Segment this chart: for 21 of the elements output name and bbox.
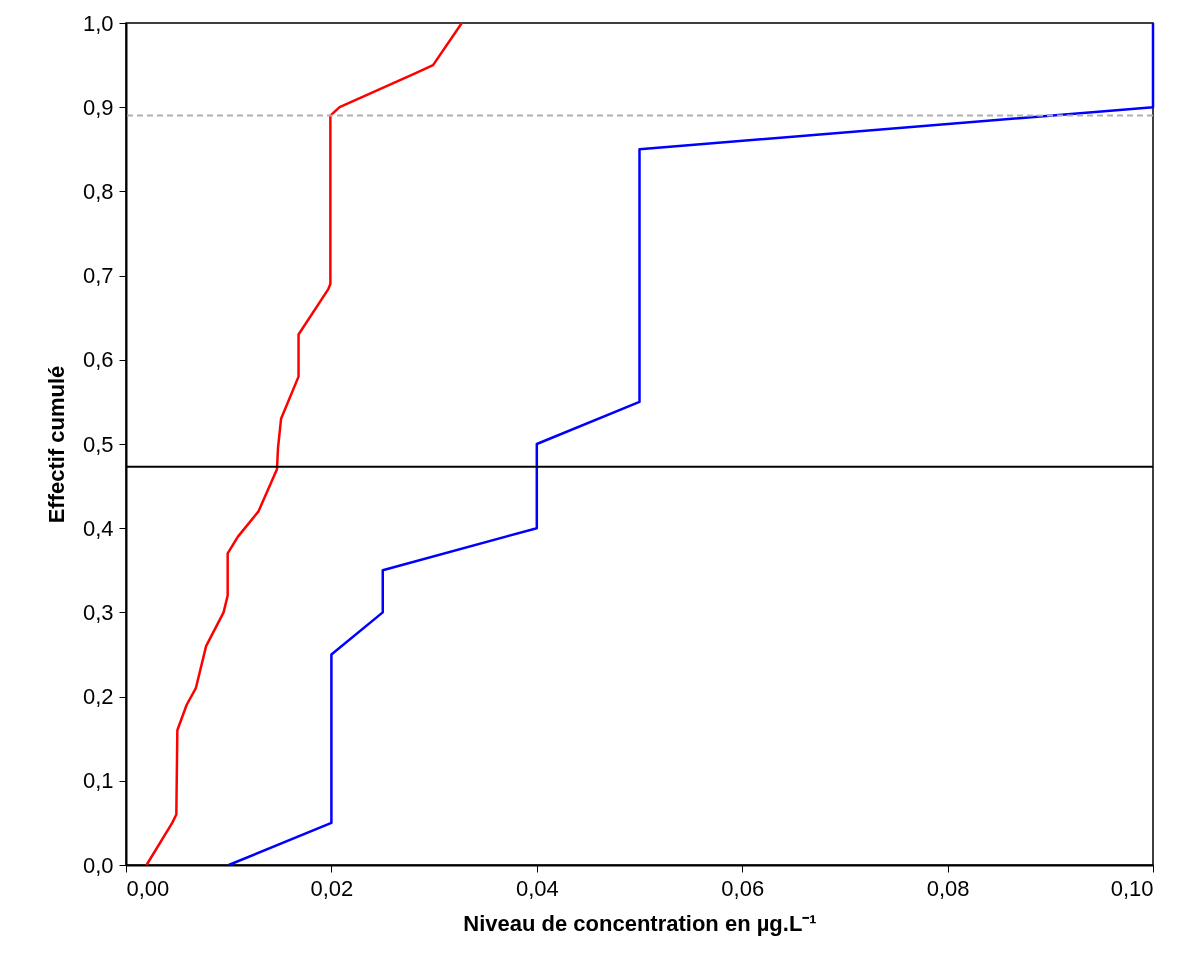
y-tick-label: 0,9: [82, 94, 114, 120]
y-tick-label: 1,0: [82, 10, 114, 36]
x-tick-label: 0,06: [721, 875, 765, 901]
y-tick-label: 0,6: [82, 347, 114, 373]
y-tick-label: 0,8: [82, 178, 114, 204]
line-series: [227, 21, 1155, 867]
y-tick-label: 0,1: [82, 768, 114, 794]
x-tick-label: 0,10: [1110, 875, 1154, 901]
x-tick-label: 0,02: [310, 875, 354, 901]
y-tick-label: 0,7: [82, 263, 114, 289]
y-tick-label: 0,3: [82, 599, 114, 625]
x-tick-label: 0,04: [515, 875, 559, 901]
line-series: [145, 21, 464, 867]
x-tick-label: 0,00: [126, 875, 170, 901]
y-tick-label: 0,0: [82, 852, 114, 878]
y-tick-label: 0,4: [82, 515, 114, 541]
x-tick-label: 0,08: [926, 875, 970, 901]
x-axis-title: Niveau de concentration en µg.L⁻¹: [463, 910, 817, 936]
y-tick-label: 0,2: [82, 684, 114, 710]
y-axis-title: Effectif cumulé: [43, 365, 69, 524]
y-tick-label: 0,5: [82, 431, 114, 457]
